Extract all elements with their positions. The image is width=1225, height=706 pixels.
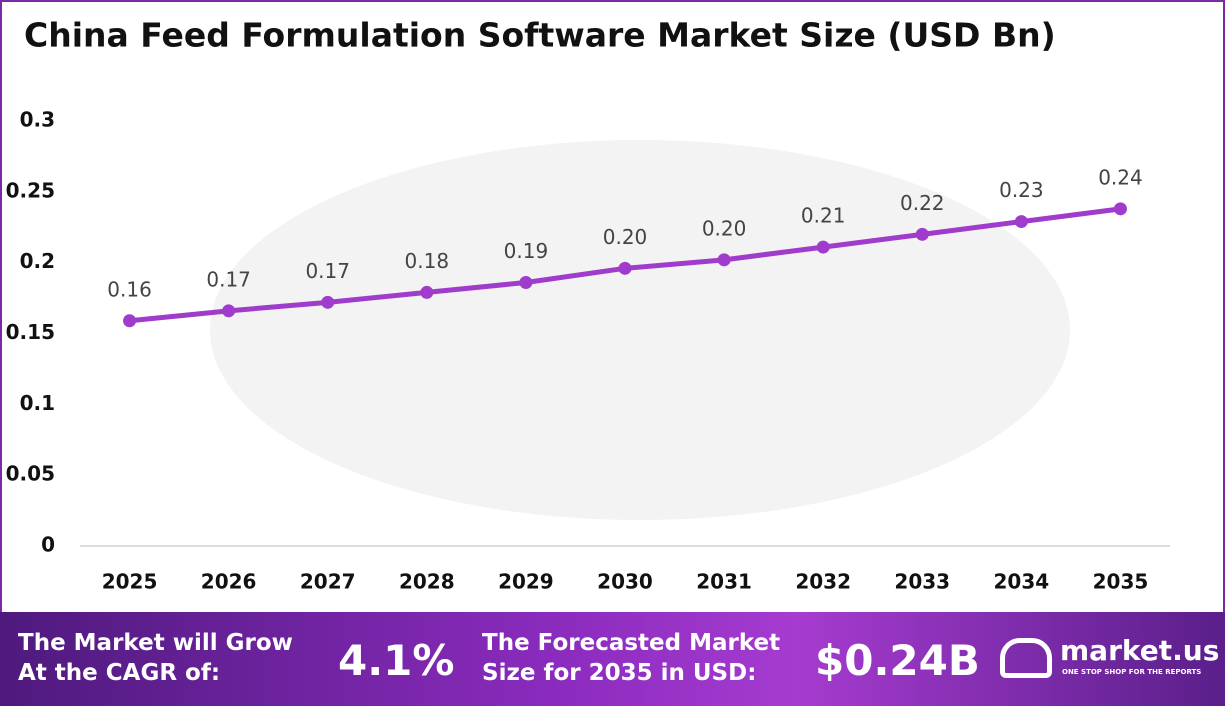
data-label: 0.17 (305, 259, 350, 283)
x-tick-label: 2034 (994, 570, 1050, 594)
x-tick-label: 2028 (399, 570, 455, 594)
y-tick-label: 0.25 (6, 178, 55, 202)
brand-logo (1000, 638, 1052, 678)
data-label: 0.19 (504, 239, 549, 263)
x-tick-label: 2026 (201, 570, 257, 594)
data-label: 0.24 (1098, 165, 1143, 189)
marker (717, 253, 731, 267)
marker (915, 227, 929, 241)
data-label: 0.23 (999, 178, 1044, 202)
x-tick-label: 2031 (696, 570, 752, 594)
map-background (210, 140, 1070, 520)
marker (321, 295, 335, 309)
chart-title: China Feed Formulation Software Market S… (24, 16, 1056, 55)
marker (1014, 215, 1028, 229)
chart: China Feed Formulation Software Market S… (6, 16, 1170, 594)
x-tick-label: 2030 (597, 570, 653, 594)
brand: market.us (1060, 634, 1220, 667)
cagr-text: The Market will Grow At the CAGR of: (18, 630, 293, 686)
data-label: 0.20 (603, 225, 648, 249)
data-label: 0.22 (900, 191, 945, 215)
y-tick-label: 0.05 (6, 462, 55, 486)
y-tick-label: 0.15 (6, 320, 55, 344)
data-label: 0.21 (801, 204, 846, 228)
y-tick-label: 0.1 (20, 391, 55, 415)
y-tick-label: 0.3 (20, 108, 55, 132)
marker (519, 276, 533, 289)
x-tick-label: 2032 (795, 570, 851, 594)
marker (816, 240, 830, 254)
data-label: 0.17 (206, 267, 251, 291)
marker (222, 304, 236, 318)
x-tick-label: 2027 (300, 570, 356, 594)
forecast-text: The Forecasted Market Size for 2035 in U… (482, 630, 781, 686)
tagline: ONE STOP SHOP FOR THE REPORTS (1062, 668, 1202, 676)
forecast-value: $0.24B (815, 636, 980, 685)
marker (1113, 202, 1127, 216)
marker (420, 285, 434, 299)
footer: The Market will Grow At the CAGR of: 4.1… (0, 612, 1225, 706)
data-label: 0.16 (107, 277, 152, 301)
x-tick-label: 2035 (1093, 570, 1149, 594)
marker (123, 314, 137, 328)
x-tick-label: 2029 (498, 570, 554, 594)
x-tick-label: 2033 (894, 570, 950, 594)
y-tick-label: 0.2 (20, 249, 55, 273)
y-tick-label: 0 (41, 533, 55, 557)
cagr-value: 4.1% (338, 636, 455, 685)
data-label: 0.18 (405, 249, 450, 273)
x-tick-label: 2025 (102, 570, 158, 594)
data-label: 0.20 (702, 216, 747, 240)
marker (618, 261, 632, 275)
